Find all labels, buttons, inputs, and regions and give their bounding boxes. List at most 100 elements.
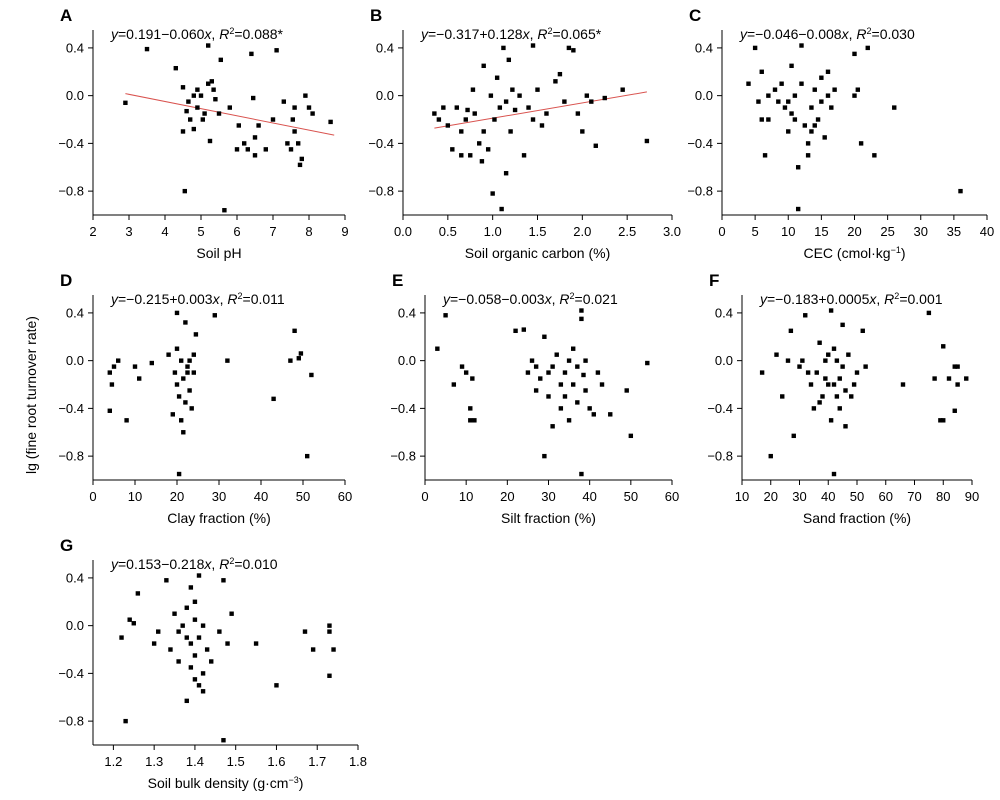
data-point <box>181 376 186 381</box>
data-point <box>196 683 202 688</box>
x-tick-label: 30 <box>541 489 555 504</box>
x-axis-label: Clay fraction (%) <box>167 510 270 526</box>
data-point <box>299 156 304 162</box>
data-point <box>544 111 549 116</box>
data-point <box>168 647 173 652</box>
data-point <box>217 629 222 634</box>
data-point <box>782 105 788 110</box>
data-point <box>310 111 315 116</box>
data-point <box>589 99 594 104</box>
y-tick-label: −0.4 <box>687 136 713 151</box>
data-point <box>149 360 154 366</box>
data-point <box>852 51 857 57</box>
x-tick-label: 60 <box>879 489 893 504</box>
data-point <box>644 138 650 144</box>
data-point <box>815 117 821 122</box>
x-tick-label: 2 <box>89 224 96 239</box>
data-point <box>468 418 473 423</box>
data-point <box>306 105 312 110</box>
data-point <box>450 147 455 152</box>
data-point <box>209 79 214 84</box>
data-point <box>797 364 802 369</box>
data-point <box>327 673 332 678</box>
data-point <box>825 69 831 74</box>
y-tick-label: −0.4 <box>390 401 416 416</box>
data-point <box>823 358 828 363</box>
panel-letter: C <box>689 6 701 25</box>
y-tick-label: −0.8 <box>58 714 84 729</box>
x-tick-label: 20 <box>764 489 778 504</box>
x-tick-label: 10 <box>128 489 142 504</box>
y-tick-label: −0.4 <box>707 401 733 416</box>
y-tick-label: 0.0 <box>695 88 713 103</box>
y-tick-label: 0.4 <box>66 305 84 320</box>
data-point <box>788 328 794 334</box>
data-point <box>195 105 200 110</box>
data-point <box>533 364 539 369</box>
data-point <box>290 117 295 122</box>
x-tick-label: 1.0 <box>484 224 502 239</box>
data-point <box>245 147 250 152</box>
data-point <box>331 647 336 652</box>
data-point <box>463 370 469 375</box>
x-tick-label: 9 <box>341 224 348 239</box>
y-tick-label: 0.4 <box>695 40 713 55</box>
data-point <box>791 433 796 439</box>
x-tick-label: 0 <box>89 489 96 504</box>
data-point <box>599 382 605 387</box>
data-point <box>270 117 276 122</box>
data-point <box>123 718 128 724</box>
data-point <box>180 623 185 628</box>
data-point <box>820 394 825 399</box>
data-point <box>550 424 555 429</box>
data-point <box>521 327 526 332</box>
data-point <box>579 316 584 322</box>
data-point <box>225 358 230 363</box>
data-point <box>828 308 834 313</box>
data-point <box>591 412 596 417</box>
y-tick-label: −0.4 <box>58 401 84 416</box>
data-point <box>602 95 607 101</box>
y-tick-label: −0.8 <box>58 184 84 199</box>
data-point <box>819 99 824 104</box>
data-point <box>249 51 254 57</box>
data-point <box>164 578 169 583</box>
data-point <box>459 129 464 134</box>
data-point <box>517 93 522 98</box>
data-point <box>191 93 196 98</box>
y-tick-label: 0.0 <box>398 353 416 368</box>
y-tick-label: 0.0 <box>715 353 733 368</box>
data-point <box>296 141 301 146</box>
data-point <box>465 107 470 113</box>
data-point <box>176 629 181 634</box>
panel-letter: D <box>60 271 72 290</box>
data-point <box>554 352 559 357</box>
data-point <box>826 352 831 357</box>
data-point <box>470 376 475 381</box>
data-point <box>852 93 857 98</box>
data-point <box>490 191 495 196</box>
data-point <box>811 406 817 411</box>
panel-letter: A <box>60 6 72 25</box>
x-tick-label: 4 <box>161 224 168 239</box>
data-point <box>566 418 572 423</box>
y-tick-label: 0.4 <box>376 40 394 55</box>
data-point <box>506 57 512 63</box>
data-point <box>530 117 536 122</box>
data-point <box>274 48 279 53</box>
y-tick-label: −0.8 <box>707 449 733 464</box>
data-point <box>297 162 303 168</box>
x-tick-label: 5 <box>752 224 759 239</box>
data-point <box>772 87 778 92</box>
x-tick-label: 8 <box>305 224 312 239</box>
data-point <box>221 738 226 743</box>
x-tick-label: 30 <box>914 224 928 239</box>
x-tick-label: 30 <box>792 489 806 504</box>
data-point <box>222 208 227 213</box>
y-tick-label: 0.0 <box>376 88 394 103</box>
x-tick-label: 0 <box>421 489 428 504</box>
data-point <box>542 453 547 459</box>
data-point <box>831 382 837 387</box>
data-point <box>179 418 184 423</box>
data-point <box>285 141 290 146</box>
